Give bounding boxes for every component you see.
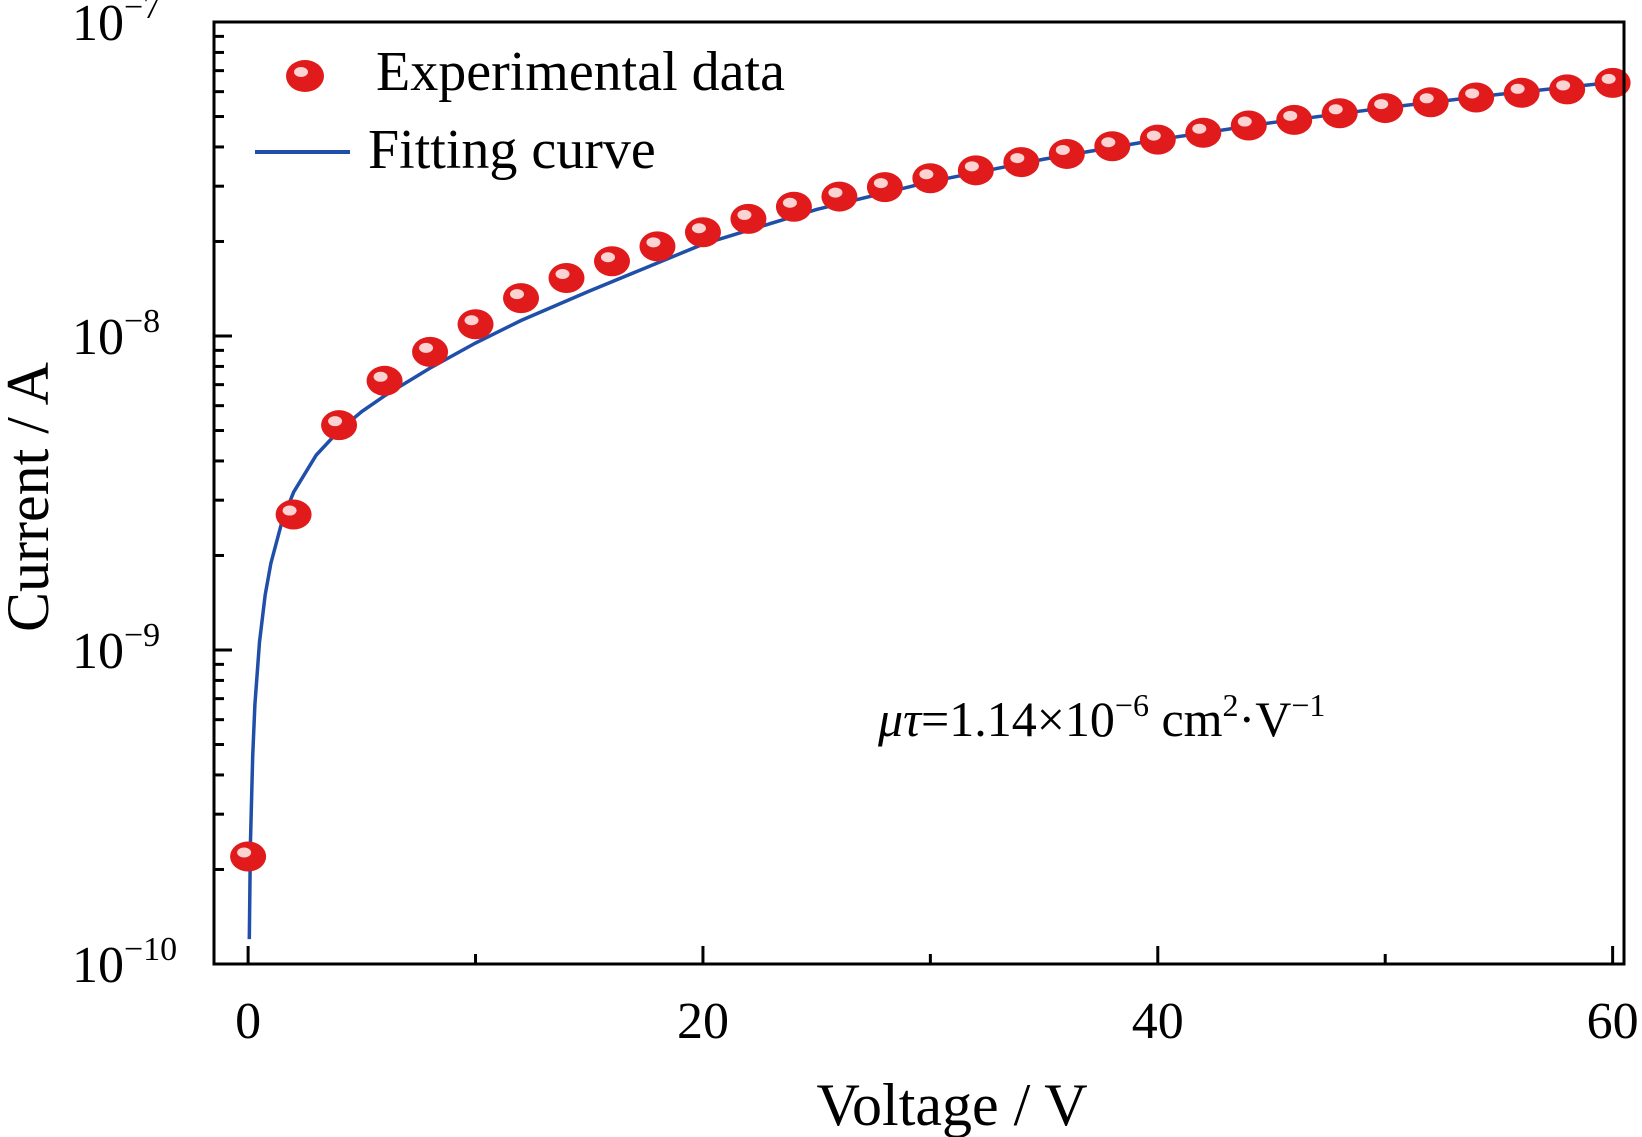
- legend-label-fitting: Fitting curve: [368, 119, 656, 181]
- y-tick-base: 10: [72, 309, 124, 366]
- x-axis-title: Voltage / V: [816, 1072, 1087, 1137]
- data-point-highlight: [964, 161, 979, 172]
- y-tick-label: 10−7: [72, 0, 160, 52]
- data-point-highlight: [737, 209, 752, 220]
- fit-annotation-exp2: 2: [1223, 687, 1239, 723]
- data-point-highlight: [1465, 88, 1480, 99]
- data-point-highlight: [464, 315, 479, 326]
- data-point-highlight: [1055, 144, 1070, 155]
- data-point-highlight: [373, 371, 388, 382]
- y-tick-base: 10: [72, 937, 124, 994]
- y-tick-exponent: −8: [124, 303, 160, 340]
- data-point-highlight: [1374, 99, 1389, 110]
- data-point-highlight: [600, 252, 615, 263]
- y-tick-exponent: −7: [124, 0, 160, 26]
- data-point-highlight: [1510, 83, 1525, 94]
- data-point-highlight: [782, 197, 797, 208]
- fit-curve: [247, 80, 1613, 940]
- y-tick-base: 10: [72, 623, 124, 680]
- fit-annotation-exp3: −1: [1291, 687, 1325, 723]
- data-point-highlight: [691, 223, 706, 234]
- data-point-highlight: [1192, 123, 1207, 134]
- data-point-highlight: [1146, 130, 1161, 141]
- legend-label-experimental: Experimental data: [376, 41, 785, 103]
- data-point-highlight: [282, 505, 297, 516]
- data-point-highlight: [328, 416, 343, 427]
- data-point-highlight: [555, 269, 570, 280]
- y-tick-label: 10−8: [72, 303, 160, 366]
- fit-annotation-unit2: ·V: [1239, 691, 1292, 747]
- data-point-highlight: [1601, 73, 1616, 84]
- x-tick-label: 0: [235, 993, 261, 1050]
- x-tick-label: 20: [677, 993, 729, 1050]
- y-tick-exponent: −9: [124, 617, 160, 654]
- data-point-highlight: [510, 289, 525, 300]
- y-axis-title: Current / A: [0, 362, 61, 632]
- legend: Experimental data Fitting curve: [255, 41, 785, 181]
- x-tick-label: 40: [1132, 993, 1184, 1050]
- y-tick-label: 10−9: [72, 617, 160, 680]
- data-point-highlight: [1237, 116, 1252, 127]
- plot-frame: [212, 20, 1626, 966]
- y-tick-exponent: −10: [124, 931, 177, 968]
- data-point-highlight: [237, 847, 252, 858]
- data-point-highlight: [646, 237, 661, 248]
- data-point-highlight: [1419, 93, 1434, 104]
- series-layer: [230, 67, 1631, 940]
- data-point-highlight: [1556, 80, 1571, 91]
- fit-annotation-symbol: μτ: [877, 691, 923, 747]
- data-point-highlight: [1010, 153, 1025, 164]
- legend-marker-highlight: [294, 67, 308, 77]
- fit-annotation-value: =1.14×10: [921, 691, 1115, 747]
- fit-annotation-unit: cm: [1149, 691, 1223, 747]
- fit-annotation: μτ=1.14×10−6 cm2·V−1: [877, 687, 1325, 747]
- data-point-highlight: [828, 187, 843, 198]
- data-point-highlight: [1283, 110, 1298, 121]
- y-tick-base: 10: [72, 0, 124, 52]
- data-point-highlight: [919, 169, 934, 180]
- data-point-highlight: [419, 342, 434, 353]
- y-tick-label: 10−10: [72, 931, 177, 994]
- data-point-highlight: [1101, 137, 1116, 148]
- data-point-highlight: [1328, 104, 1343, 115]
- x-tick-label: 60: [1587, 993, 1639, 1050]
- data-point-highlight: [873, 178, 888, 189]
- fit-annotation-exp1: −6: [1115, 687, 1149, 723]
